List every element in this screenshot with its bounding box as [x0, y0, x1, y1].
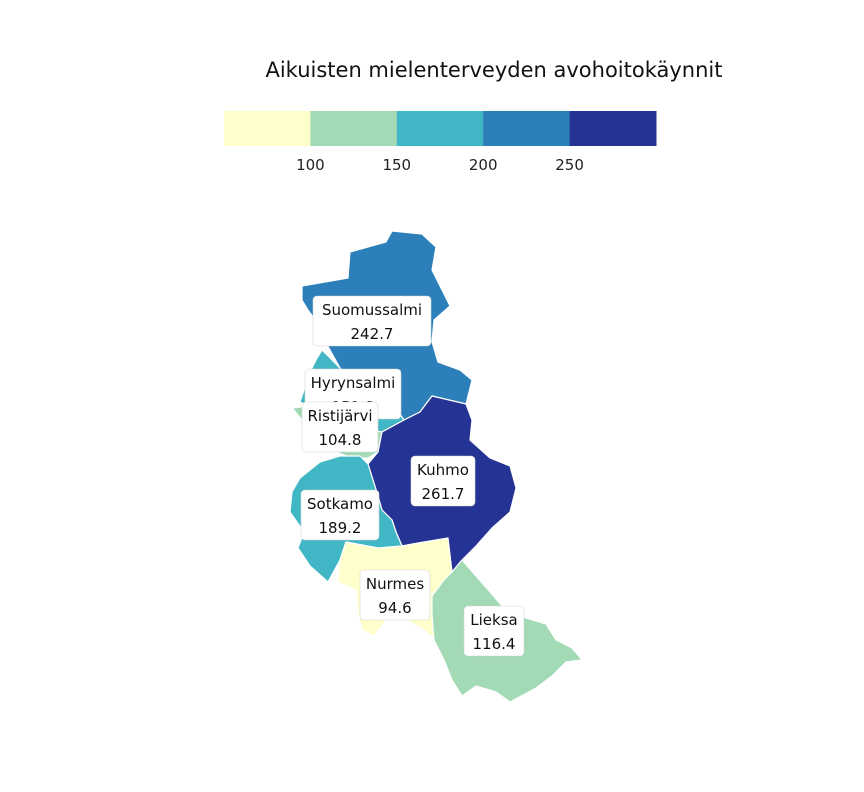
map-labels: Suomussalmi242.7Hyrynsalmi151.8Ristijärv…	[300, 295, 525, 657]
legend-swatch	[569, 111, 657, 146]
label-box	[410, 455, 476, 507]
legend-tick-label: 250	[555, 156, 584, 174]
legend-swatch	[396, 111, 484, 146]
region-name-label: Kuhmo	[417, 461, 469, 479]
label-box	[301, 401, 379, 453]
color-legend: 100 150 200 250	[224, 111, 657, 174]
region-name-label: Hyrynsalmi	[311, 374, 396, 392]
label-lieksa: Lieksa 116.4	[463, 605, 525, 657]
label-nurmes: Nurmes 94.6	[359, 569, 431, 621]
label-suomussalmi: Suomussalmi 242.7	[312, 295, 432, 347]
legend-swatch	[483, 111, 571, 146]
region-value-label: 94.6	[378, 599, 411, 617]
region-name-label: Nurmes	[366, 575, 424, 593]
label-box	[300, 489, 380, 541]
region-value-label: 189.2	[319, 519, 362, 537]
region-name-label: Ristijärvi	[307, 407, 372, 425]
region-value-label: 104.8	[319, 431, 362, 449]
legend-swatch	[224, 111, 311, 146]
label-box	[359, 569, 431, 621]
region-name-label: Suomussalmi	[322, 301, 422, 319]
region-value-label: 261.7	[422, 485, 465, 503]
map-title: Aikuisten mielenterveyden avohoitokäynni…	[265, 58, 722, 82]
legend-tick-label: 200	[469, 156, 498, 174]
legend-ticks: 100 150 200 250	[296, 156, 584, 174]
region-name-label: Lieksa	[470, 611, 517, 629]
legend-swatches	[224, 111, 657, 146]
label-box	[312, 295, 432, 347]
region-value-label: 116.4	[473, 635, 516, 653]
label-box	[463, 605, 525, 657]
region-value-label: 242.7	[351, 325, 394, 343]
label-sotkamo: Sotkamo 189.2	[300, 489, 380, 541]
legend-swatch	[310, 111, 398, 146]
label-kuhmo: Kuhmo 261.7	[410, 455, 476, 507]
label-ristijarvi: Ristijärvi 104.8	[301, 401, 379, 453]
legend-tick-label: 150	[382, 156, 411, 174]
region-name-label: Sotkamo	[307, 495, 373, 513]
legend-tick-label: 100	[296, 156, 325, 174]
